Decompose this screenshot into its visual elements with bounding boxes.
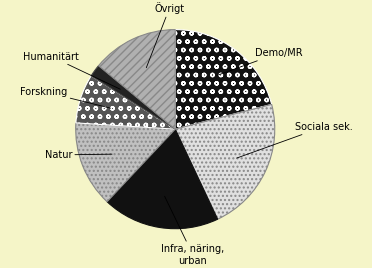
- Text: Demo/MR: Demo/MR: [217, 48, 302, 76]
- Text: Natur: Natur: [45, 150, 112, 160]
- Text: Forskning: Forskning: [20, 87, 110, 108]
- Wedge shape: [91, 66, 175, 129]
- Text: Humanitärt: Humanitärt: [23, 51, 120, 89]
- Text: Infra, näring,
urban: Infra, näring, urban: [161, 196, 224, 266]
- Text: Övrigt: Övrigt: [146, 2, 185, 68]
- Wedge shape: [99, 29, 175, 129]
- Wedge shape: [107, 129, 218, 229]
- Wedge shape: [76, 123, 175, 202]
- Wedge shape: [76, 76, 175, 129]
- Wedge shape: [175, 29, 272, 129]
- Text: Sociala sek.: Sociala sek.: [237, 122, 352, 158]
- Wedge shape: [175, 105, 275, 219]
